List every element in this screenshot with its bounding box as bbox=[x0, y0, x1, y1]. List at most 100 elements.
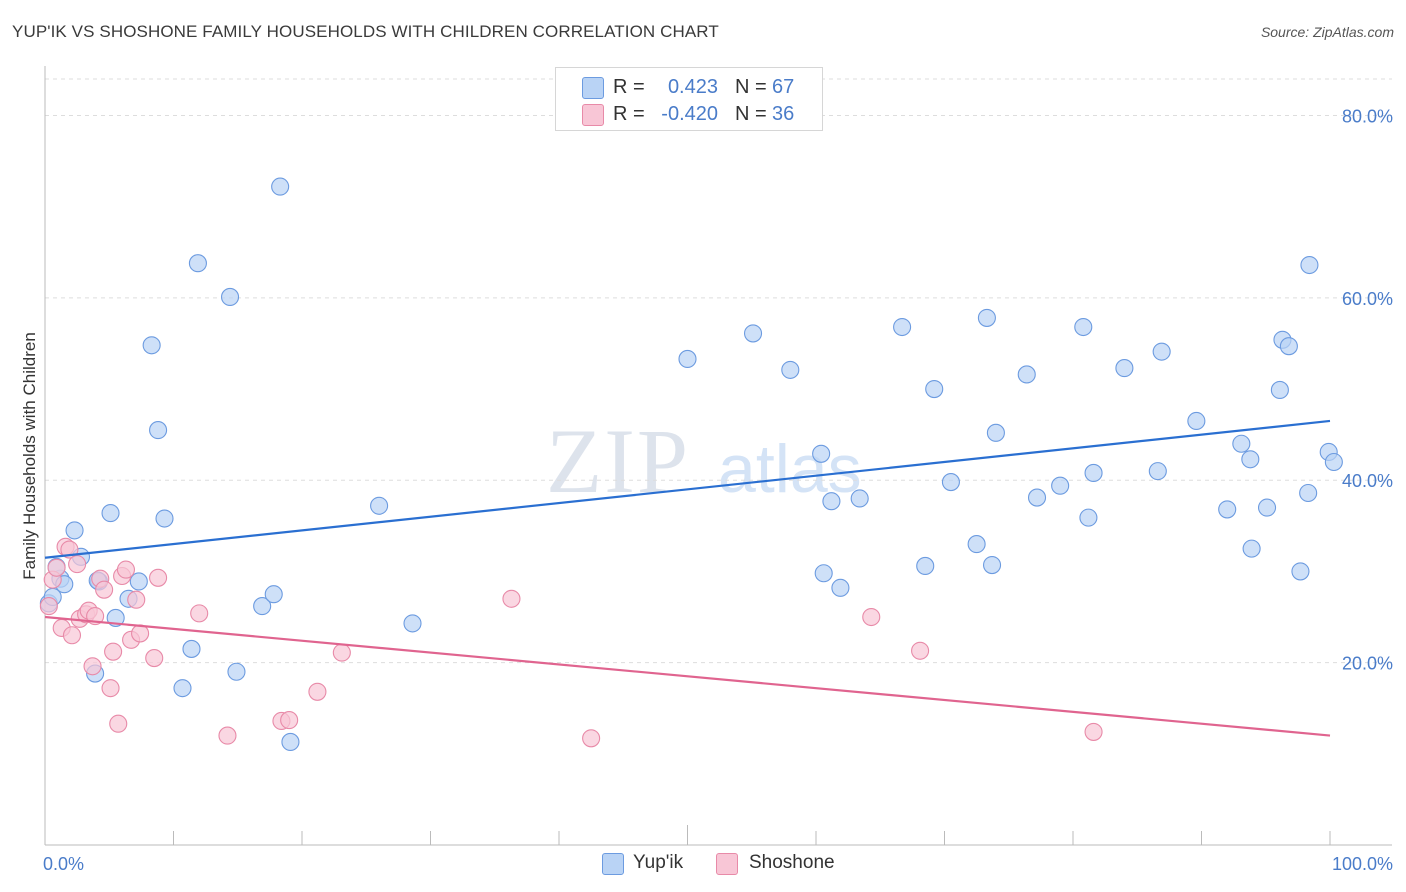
yupik-point bbox=[1084, 463, 1103, 482]
yupik-point bbox=[129, 572, 148, 591]
shoshone-point bbox=[502, 589, 521, 608]
yupik-point bbox=[1241, 450, 1260, 469]
stats-row-shoshone: R = -0.420 N = 36 bbox=[556, 103, 822, 127]
yupik-point bbox=[982, 555, 1002, 575]
n-value: 67 bbox=[772, 76, 795, 98]
yupik-point bbox=[1218, 500, 1237, 519]
series-shoshone-points bbox=[39, 537, 1103, 748]
shoshone-point bbox=[280, 711, 299, 730]
yupik-point bbox=[1027, 488, 1047, 507]
yupik-point bbox=[1187, 411, 1206, 431]
yupik-point bbox=[967, 535, 986, 554]
legend-shoshone-swatch bbox=[716, 853, 738, 875]
yupik-point bbox=[1257, 498, 1277, 517]
legend-shoshone-label: Shoshone bbox=[749, 852, 835, 873]
shoshone-point bbox=[95, 580, 114, 599]
yupik-point bbox=[1242, 539, 1261, 558]
yupik-point bbox=[916, 556, 935, 576]
yupik-point bbox=[781, 360, 800, 379]
yupik-point bbox=[1051, 476, 1070, 495]
r-value: 0.423 bbox=[667, 76, 718, 98]
series-yupik-points bbox=[39, 177, 1343, 752]
shoshone-point bbox=[911, 641, 930, 660]
x-tick-label-min: 0.0% bbox=[43, 854, 84, 874]
yupik-point bbox=[188, 254, 207, 273]
shoshone-point bbox=[127, 590, 146, 609]
shoshone-trend-line bbox=[44, 615, 1331, 737]
yupik-point bbox=[1270, 380, 1289, 400]
yupik-point bbox=[1324, 452, 1343, 472]
yupik-point bbox=[1300, 255, 1319, 275]
yupik-point bbox=[264, 585, 283, 604]
yupik-point bbox=[850, 489, 869, 508]
yupik-point bbox=[155, 509, 174, 528]
stats-legend: R = 0.423 N = 67 R = -0.420 N = 36 bbox=[555, 67, 823, 131]
shoshone-point bbox=[109, 714, 128, 733]
n-label: N = bbox=[735, 76, 767, 98]
yupik-point bbox=[142, 336, 161, 355]
shoshone-point bbox=[62, 626, 82, 645]
shoshone-point bbox=[39, 597, 58, 616]
yupik-point bbox=[370, 496, 389, 515]
yupik-point bbox=[1232, 434, 1251, 453]
yupik-swatch bbox=[582, 77, 604, 99]
yupik-point bbox=[986, 423, 1005, 442]
shoshone-point bbox=[101, 679, 120, 698]
yupik-point bbox=[173, 679, 192, 698]
yupik-point bbox=[941, 473, 960, 492]
shoshone-point bbox=[582, 729, 601, 748]
shoshone-point bbox=[862, 607, 881, 627]
yupik-point bbox=[101, 504, 120, 523]
yupik-point bbox=[1279, 337, 1298, 356]
shoshone-swatch bbox=[582, 104, 604, 126]
yupik-point bbox=[1074, 317, 1093, 337]
legend-yupik-label: Yup'ik bbox=[633, 852, 684, 873]
shoshone-point bbox=[83, 657, 102, 676]
watermark-atlas: atlas bbox=[718, 431, 862, 507]
source-label: Source: ZipAtlas.com bbox=[1260, 24, 1394, 40]
shoshone-point bbox=[116, 560, 136, 579]
yupik-point bbox=[1017, 365, 1036, 384]
y-tick-labels: 20.0% 40.0% 60.0% 80.0% bbox=[1342, 106, 1393, 673]
x-tick-labels: 0.0% 100.0% bbox=[43, 854, 1393, 874]
yupik-point bbox=[893, 317, 912, 337]
yupik-point bbox=[1115, 359, 1134, 378]
x-tick-label-max: 100.0% bbox=[1332, 854, 1393, 874]
yupik-point bbox=[1291, 562, 1310, 581]
series-legend: Yup'ik Shoshone bbox=[0, 852, 1406, 878]
n-value: 36 bbox=[772, 103, 795, 125]
yupik-point bbox=[831, 578, 850, 597]
shoshone-point bbox=[218, 726, 237, 745]
legend-yupik-swatch bbox=[602, 853, 624, 875]
yupik-point bbox=[403, 614, 422, 633]
watermark-zip: ZIP bbox=[546, 410, 690, 512]
shoshone-point bbox=[149, 568, 168, 587]
yupik-point bbox=[822, 492, 841, 511]
r-label: R = bbox=[613, 76, 645, 98]
yupik-point bbox=[253, 597, 272, 616]
shoshone-point bbox=[131, 624, 150, 643]
yupik-point bbox=[227, 662, 246, 681]
yupik-point bbox=[812, 444, 831, 463]
yupik-point bbox=[65, 521, 84, 540]
chart-title: YUP'IK VS SHOSHONE FAMILY HOUSEHOLDS WIT… bbox=[12, 22, 719, 41]
shoshone-point bbox=[308, 682, 327, 701]
y-tick-label: 40.0% bbox=[1342, 471, 1393, 491]
trend-lines bbox=[44, 419, 1331, 737]
watermark: ZIP atlas bbox=[546, 410, 862, 512]
r-value: -0.420 bbox=[661, 103, 718, 125]
yupik-point bbox=[281, 732, 300, 752]
yupik-point bbox=[1299, 483, 1318, 503]
shoshone-point bbox=[1084, 722, 1103, 741]
yupik-point bbox=[1079, 508, 1098, 527]
yupik-point bbox=[925, 379, 944, 399]
shoshone-point bbox=[47, 558, 66, 577]
gridlines bbox=[45, 78, 1392, 664]
y-tick-label: 60.0% bbox=[1342, 289, 1393, 309]
yupik-point bbox=[220, 287, 240, 306]
shoshone-point bbox=[332, 643, 351, 662]
yupik-point bbox=[814, 564, 833, 583]
yupik-point bbox=[743, 324, 763, 343]
yupik-point bbox=[182, 639, 201, 658]
